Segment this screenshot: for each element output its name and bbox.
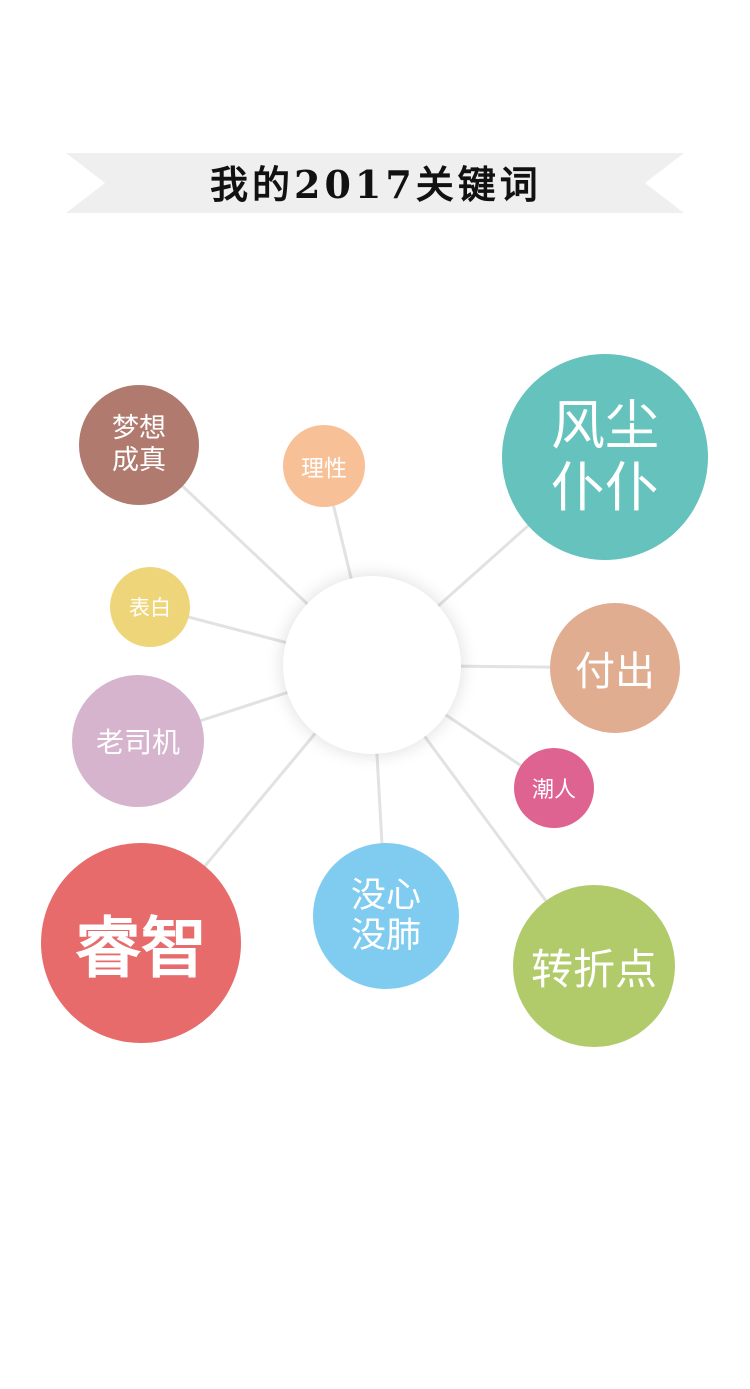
keyword-label: 睿智 xyxy=(75,910,207,987)
keyword-bubble-fengchen: 风尘 仆仆 xyxy=(502,354,708,560)
keyword-bubble-zhuanzhe: 转折点 xyxy=(513,885,675,1047)
keyword-label: 潮人 xyxy=(531,778,576,803)
keyword-label: 理性 xyxy=(301,456,347,482)
keyword-label: 风尘 仆仆 xyxy=(551,393,659,519)
keyword-bubble-meixin: 没心 没肺 xyxy=(313,843,459,989)
keyword-bubble-lixing: 理性 xyxy=(283,425,365,507)
keyword-label: 转折点 xyxy=(530,944,657,994)
banner-ribbon xyxy=(66,153,684,213)
keyword-bubble-chaoren: 潮人 xyxy=(514,748,594,828)
keyword-bubble-ruizhi: 睿智 xyxy=(41,843,241,1043)
keyword-bubble-mengxiang: 梦想 成真 xyxy=(79,385,199,505)
center-hub xyxy=(283,576,461,754)
page-title: 我的2017关键词 xyxy=(210,162,542,207)
keyword-bubble-laosiji: 老司机 xyxy=(72,675,204,807)
keyword-label: 梦想 成真 xyxy=(112,412,166,476)
keyword-label: 没心 没肺 xyxy=(350,875,421,956)
title-banner xyxy=(66,153,684,213)
keyword-bubble-biaobai: 表白 xyxy=(110,567,190,647)
keyword-label: 表白 xyxy=(129,596,171,620)
keyword-label: 付出 xyxy=(575,649,655,695)
keyword-label: 老司机 xyxy=(95,726,180,759)
keyword-bubble-fuchu: 付出 xyxy=(550,603,680,733)
